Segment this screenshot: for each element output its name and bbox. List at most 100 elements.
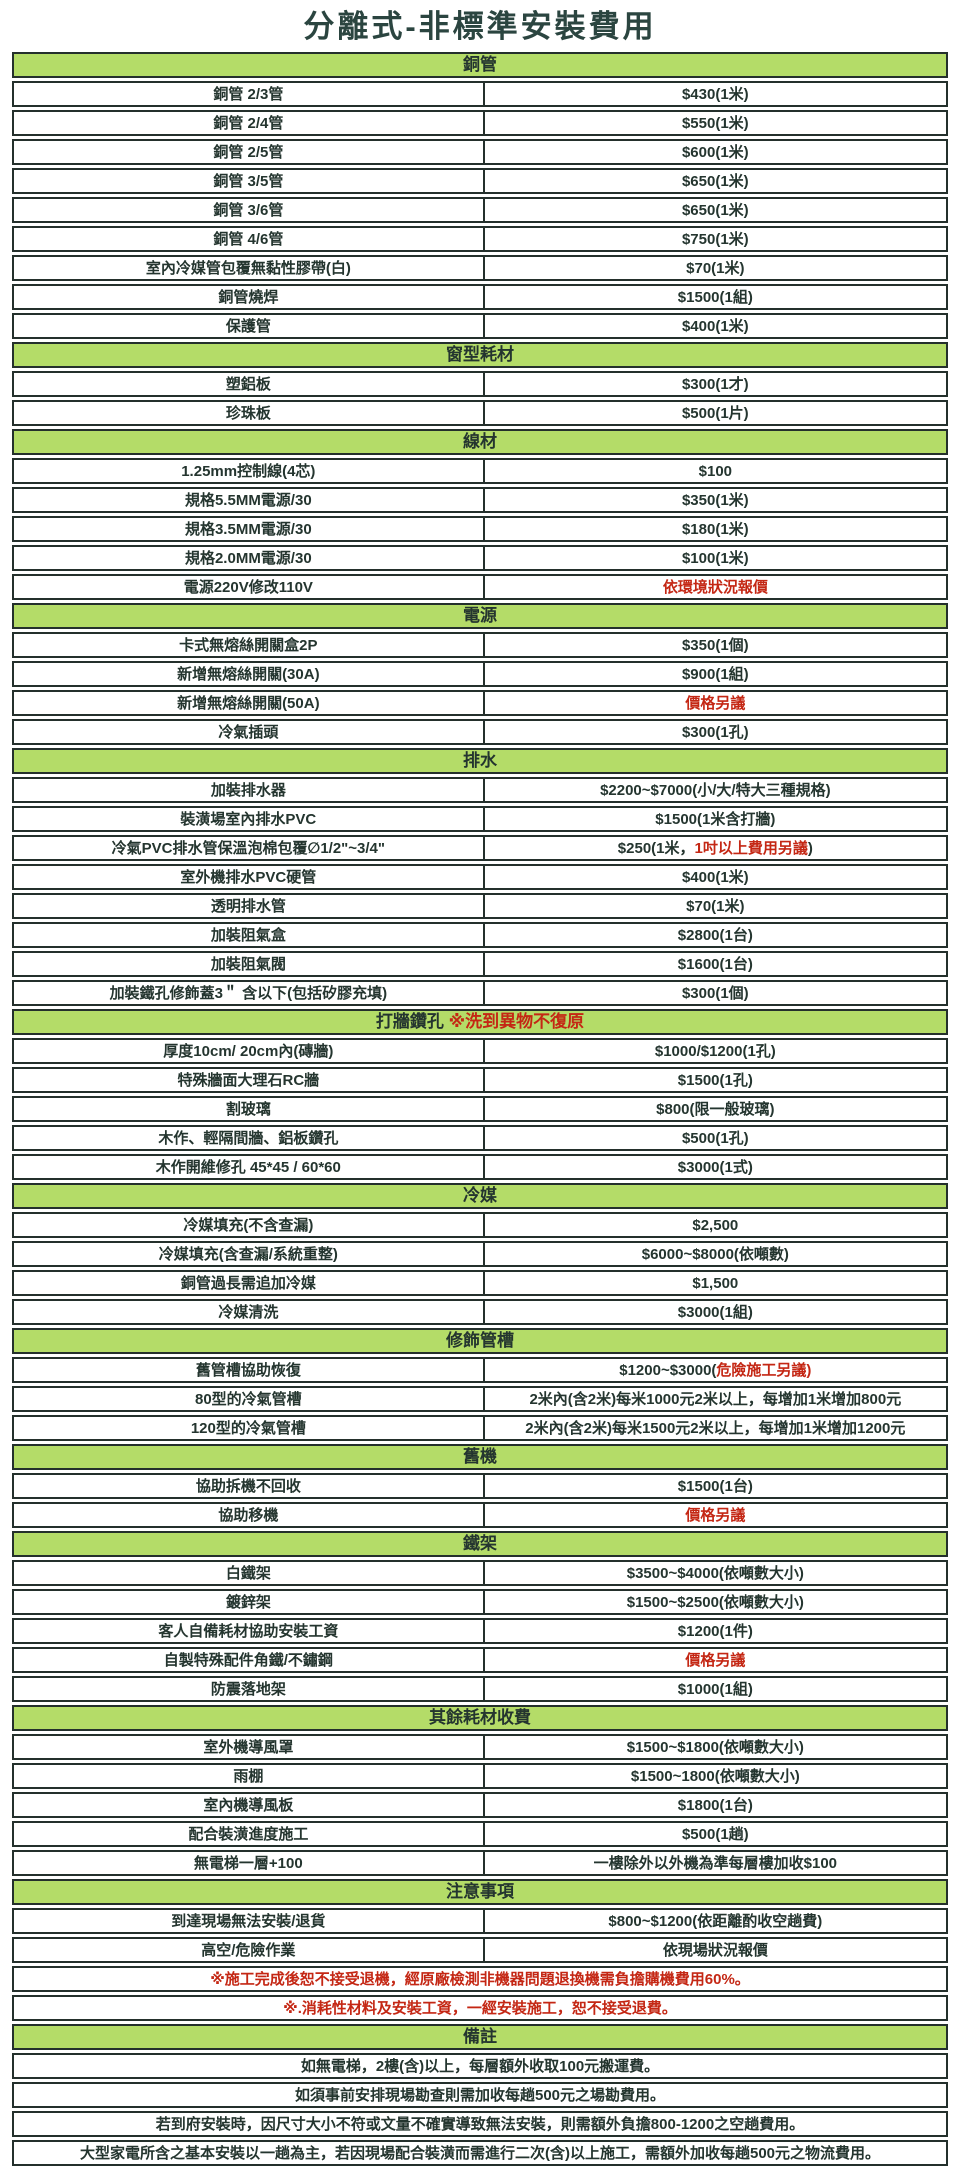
text: $1200~$3000( xyxy=(619,1361,717,1379)
section-header: 鐵架 xyxy=(12,1531,948,1558)
item-label: 新增無熔絲開關(50A) xyxy=(14,692,485,715)
item-price: $1200~$3000(危險施工另議) xyxy=(485,1359,946,1381)
table-row: 特殊牆面大理石RC牆 $1500(1孔) xyxy=(12,1067,948,1094)
section-header-label: 冷媒 xyxy=(463,1185,497,1205)
item-label: 加裝阻氣盒 xyxy=(14,924,485,947)
item-price: $300(1才) xyxy=(681,375,749,393)
item-label: 高空/危險作業 xyxy=(14,1939,485,1962)
table-row: 配合裝潢進度施工 $500(1趟) xyxy=(12,1821,948,1848)
text: ) xyxy=(807,839,813,857)
item-price: $550(1米) xyxy=(681,114,749,132)
item-price: $750(1米) xyxy=(681,230,749,248)
item-price: $400(1米) xyxy=(681,317,749,335)
table-row: 加裝鐵孔修飾蓋3＂ 含以下(包括矽膠充填) $300(1個) xyxy=(12,980,948,1007)
table-row: 銅管 2/5管 $600(1米) xyxy=(12,139,948,166)
item-price: $250(1米， 1吋以上費用另議) xyxy=(485,837,946,859)
table-row: 無電梯一層+100 一樓除外以外機為準每層樓加收$100 xyxy=(12,1850,948,1877)
note-text: 大型家電所含之基本安裝以一趟為主，若因現場配合裝潢而需進行二次(含)以上施工，需… xyxy=(79,2144,881,2162)
item-price: $1500(1組) xyxy=(677,288,753,306)
table-row: 加裝排水器 $2200~$7000(小/大/特大三種規格) xyxy=(12,777,948,804)
table-row: 銅管 4/6管 $750(1米) xyxy=(12,226,948,253)
table-row: 到達現場無法安裝/退貨 $800~$1200(依距離酌收空趟費) xyxy=(12,1908,948,1935)
table-row: 室內冷媒管包覆無黏性膠帶(白) $70(1米) xyxy=(12,255,948,282)
section-header-label: 注意事項 xyxy=(446,1881,514,1901)
item-price: $3000(1式) xyxy=(677,1158,753,1176)
table-row: 防震落地架 $1000(1組) xyxy=(12,1676,948,1703)
item-price: 價格另議 xyxy=(685,694,746,712)
table-row: 協助拆機不回收 $1500(1台) xyxy=(12,1473,948,1500)
item-label: 加裝阻氣閥 xyxy=(14,953,485,976)
table-row: 透明排水管 $70(1米) xyxy=(12,893,948,920)
item-label: 銅管 3/5管 xyxy=(14,170,485,193)
item-label: 銅管 2/4管 xyxy=(14,112,485,135)
item-price: 2米內(含2米)每米1500元2米以上，每增加1米增加1200元 xyxy=(525,1419,906,1437)
item-label: 客人自備耗材協助安裝工資 xyxy=(14,1620,485,1643)
item-label: 無電梯一層+100 xyxy=(14,1852,485,1875)
section-header: 備註 xyxy=(12,2024,948,2051)
item-price: $180(1米) xyxy=(681,520,749,538)
table-row: 木作開維修孔 45*45 / 60*60 $3000(1式) xyxy=(12,1154,948,1181)
item-price: $70(1米) xyxy=(686,897,745,915)
table-row: 自製特殊配件角鐵/不鏽鋼 價格另議 xyxy=(12,1647,948,1674)
table-row: 銅管過長需追加冷媒 $1,500 xyxy=(12,1270,948,1297)
item-label: 銅管 4/6管 xyxy=(14,228,485,251)
item-price: $1500(1台) xyxy=(677,1477,753,1495)
item-label: 割玻璃 xyxy=(14,1098,485,1121)
table-row: 冷氣插頭 $300(1孔) xyxy=(12,719,948,746)
section-header: 電源 xyxy=(12,603,948,630)
item-label: 透明排水管 xyxy=(14,895,485,918)
item-price: $300(1個) xyxy=(681,984,749,1002)
item-label: 配合裝潢進度施工 xyxy=(14,1823,485,1846)
table-row: 雨棚 $1500~1800(依噸數大小) xyxy=(12,1763,948,1790)
text: $250(1米， xyxy=(617,839,695,857)
item-label: 加裝鐵孔修飾蓋3＂ 含以下(包括矽膠充填) xyxy=(14,982,485,1005)
item-price: 依現場狀況報價 xyxy=(662,1941,768,1959)
item-label: 冷氣插頭 xyxy=(14,721,485,744)
section-header-label: 鐵架 xyxy=(463,1533,497,1553)
item-price: $800~$1200(依距離酌收空趟費) xyxy=(608,1912,823,1930)
item-price: $100 xyxy=(698,462,733,480)
item-label: 室外機排水PVC硬管 xyxy=(14,866,485,889)
table-row: 120型的冷氣管槽 2米內(含2米)每米1500元2米以上，每增加1米增加1200… xyxy=(12,1415,948,1442)
item-label: 規格2.0MM電源/30 xyxy=(14,547,485,570)
table-row: 電源220V修改110V 依環境狀況報價 xyxy=(12,574,948,601)
note-row: 大型家電所含之基本安裝以一趟為主，若因現場配合裝潢而需進行二次(含)以上施工，需… xyxy=(12,2140,948,2166)
note-text: 如須事前安排現場勘查則需加收每趟500元之場勘費用。 xyxy=(294,2086,666,2104)
item-price: 價格另議 xyxy=(685,1506,746,1524)
item-label: 冷氣PVC排水管保溫泡棉包覆∅1/2"~3/4" xyxy=(14,837,485,860)
table-row: 木作、輕隔間牆、鋁板鑽孔 $500(1孔) xyxy=(12,1125,948,1152)
item-label: 鍍鋅架 xyxy=(14,1591,485,1614)
section-header: 冷媒 xyxy=(12,1183,948,1210)
table-row: 80型的冷氣管槽 2米內(含2米)每米1000元2米以上，每增加1米增加800元 xyxy=(12,1386,948,1413)
item-label: 木作開維修孔 45*45 / 60*60 xyxy=(14,1156,485,1179)
note-text: ※.消耗性材料及安裝工資，一經安裝施工，恕不接受退費。 xyxy=(283,1999,677,2017)
item-label: 1.25mm控制線(4芯) xyxy=(14,460,485,483)
item-price: $650(1米) xyxy=(681,201,749,219)
item-label: 室外機導風罩 xyxy=(14,1736,485,1759)
table-row: 室外機導風罩 $1500~$1800(依噸數大小) xyxy=(12,1734,948,1761)
table-row: 協助移機 價格另議 xyxy=(12,1502,948,1529)
red-text: ※洗到異物不復原 xyxy=(448,1011,585,1031)
section-header: 修飾管槽 xyxy=(12,1328,948,1355)
item-label: 電源220V修改110V xyxy=(14,576,485,599)
item-label: 自製特殊配件角鐵/不鏽鋼 xyxy=(14,1649,485,1672)
item-label: 銅管 2/5管 xyxy=(14,141,485,164)
section-header-label: 線材 xyxy=(463,431,497,451)
item-price: $1500~1800(依噸數大小) xyxy=(630,1767,800,1785)
item-label: 保護管 xyxy=(14,315,485,338)
item-label: 規格5.5MM電源/30 xyxy=(14,489,485,512)
item-price: $1800(1台) xyxy=(677,1796,753,1814)
item-label: 規格3.5MM電源/30 xyxy=(14,518,485,541)
table-row: 銅管燒焊 $1500(1組) xyxy=(12,284,948,311)
item-label: 厚度10cm/ 20cm內(磚牆) xyxy=(14,1040,485,1063)
item-price: $300(1孔) xyxy=(681,723,749,741)
item-price: $70(1米) xyxy=(686,259,745,277)
item-label: 木作、輕隔間牆、鋁板鑽孔 xyxy=(14,1127,485,1150)
item-price: $430(1米) xyxy=(681,85,749,103)
table-row: 規格3.5MM電源/30 $180(1米) xyxy=(12,516,948,543)
table-row: 珍珠板 $500(1片) xyxy=(12,400,948,427)
item-price: $350(1個) xyxy=(681,636,749,654)
section-header-label: 修飾管槽 xyxy=(446,1330,514,1350)
item-price: $1600(1台) xyxy=(677,955,753,973)
item-price: $1500(1米含打牆) xyxy=(655,810,776,828)
